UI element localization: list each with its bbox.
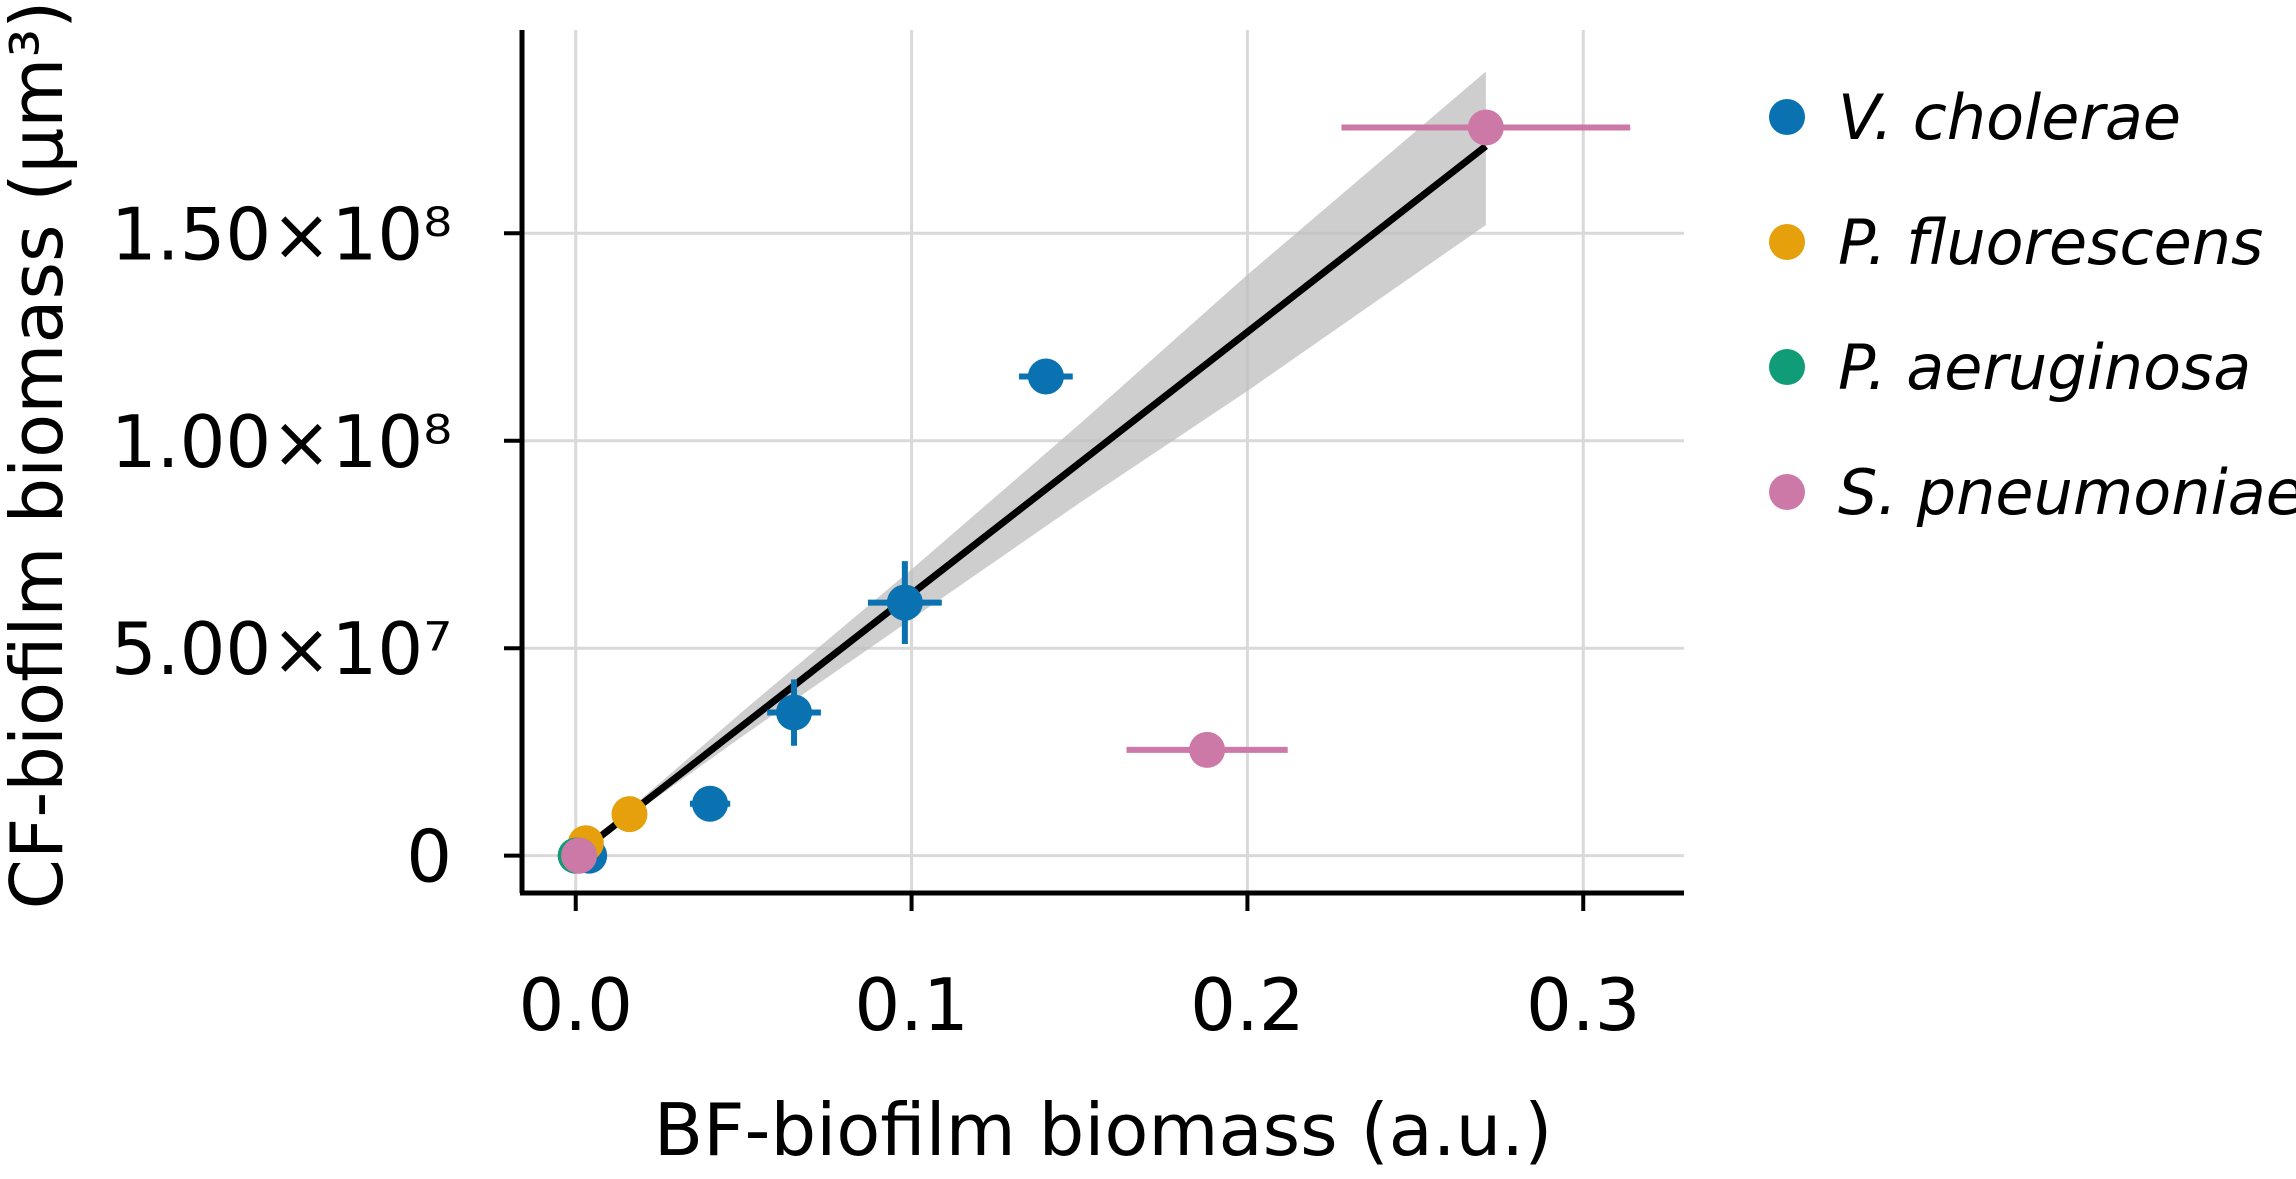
y-axis-label: CF-biofilm biomass (μm³) [0, 1, 79, 910]
data-point [561, 837, 598, 874]
y-tick-label: 5.00×10⁷ [111, 607, 452, 691]
data-point [776, 694, 813, 731]
legend-marker [1769, 99, 1805, 135]
y-tick-label: 1.00×10⁸ [111, 400, 452, 484]
x-axis-label: BF-biofilm biomass (a.u.) [654, 1088, 1553, 1172]
y-tick-label: 1.50×10⁸ [111, 192, 452, 276]
legend-label: P. fluorescens [1838, 206, 2263, 279]
y-tick-label: 0 [406, 815, 452, 899]
legend-marker [1769, 349, 1805, 385]
data-point [692, 785, 729, 822]
legend-marker [1769, 474, 1805, 510]
data-point [1027, 358, 1064, 395]
ticks: 0.0 0.1 0.2 0.3 0 5.00×10⁷ 1.00×10⁸ 1.50×10⁸ [111, 192, 1641, 1047]
legend: V. cholerae P. fluorescens P. aeruginosa S.… [1769, 81, 2296, 529]
data-point [1189, 731, 1226, 768]
fit-line [573, 143, 1489, 859]
legend-label: S. pneumoniae [1838, 456, 2296, 529]
legend-label: P. aeruginosa [1838, 331, 2251, 404]
x-tick-label: 0.0 [518, 963, 633, 1047]
fit-band-layer [575, 71, 1486, 856]
x-tick-label: 0.2 [1190, 963, 1305, 1047]
data-point [886, 584, 923, 621]
x-tick-label: 0.3 [1526, 963, 1641, 1047]
data-point [1467, 109, 1504, 146]
series-s-pneumoniae [561, 109, 1631, 874]
axes [519, 30, 1684, 896]
fit-confidence-band [575, 71, 1486, 856]
x-tick-label: 0.1 [854, 963, 969, 1047]
legend-label: V. cholerae [1838, 81, 2181, 154]
points-layer [557, 109, 1631, 874]
fit-line-layer [573, 143, 1489, 859]
series-v-cholerae [557, 358, 1073, 874]
legend-marker [1769, 224, 1805, 260]
data-point [611, 796, 648, 833]
